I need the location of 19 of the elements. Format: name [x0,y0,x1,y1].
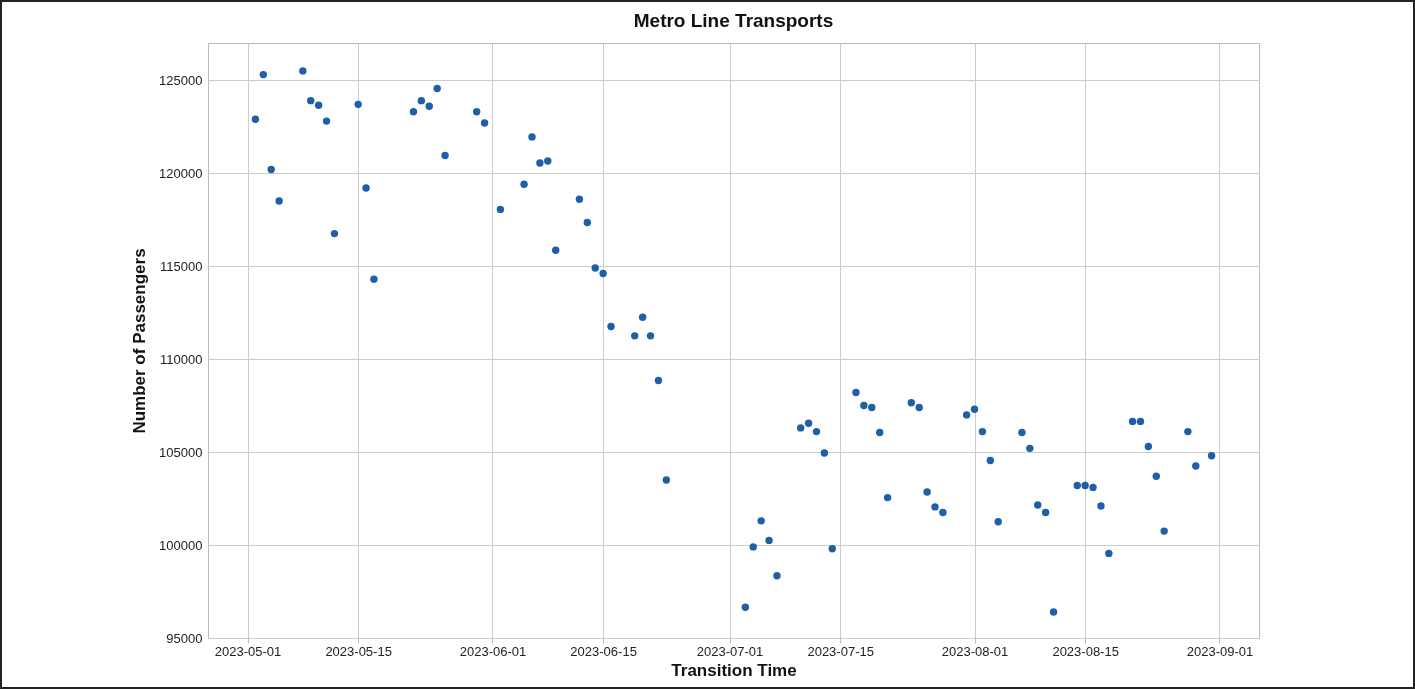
y-tick-label: 115000 [160,258,203,274]
y-tick-label: 120000 [159,165,203,181]
y-tick-label: 110000 [160,351,203,367]
x-tick-label: 2023-09-01 [1186,643,1254,659]
x-tick-label: 2023-07-15 [807,643,874,659]
chart-title: Metro Line Transports [633,10,834,31]
x-tick-label: 2023-05-01 [214,643,282,659]
x-axis-title: Transition Time [671,660,797,680]
y-axis-title: Number of Passengers [130,248,150,434]
y-tick-label: 100000 [159,537,203,553]
x-tick-label: 2023-08-15 [1052,643,1119,659]
y-tick-label: 105000 [159,444,203,460]
y-tick-label: 125000 [159,72,203,88]
x-tick-label: 2023-08-01 [941,643,1009,659]
x-tick-label: 2023-05-15 [325,643,392,659]
y-tick-label: 95000 [166,630,203,646]
x-tick-label: 2023-06-01 [459,643,527,659]
x-tick-label: 2023-07-01 [696,643,764,659]
x-tick-label: 2023-06-15 [570,643,637,659]
